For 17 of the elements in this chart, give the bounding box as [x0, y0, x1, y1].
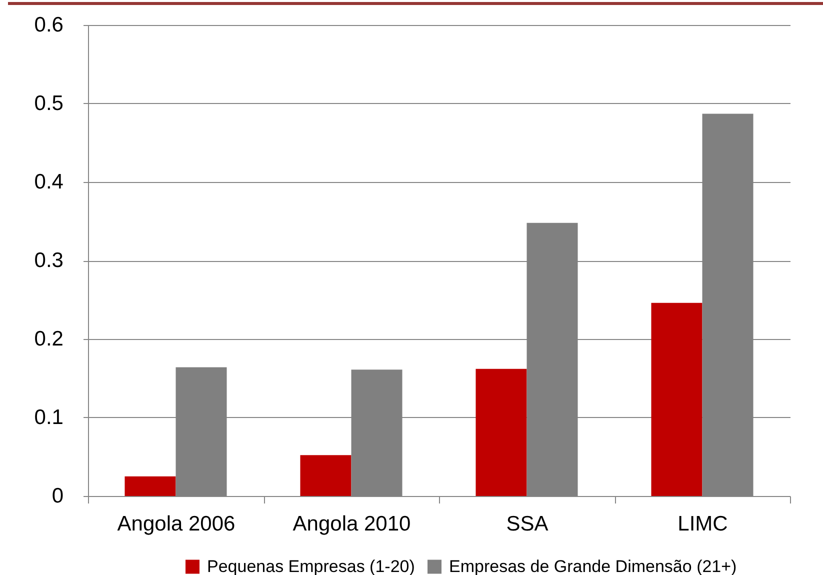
legend-label: Pequenas Empresas (1-20)	[207, 556, 415, 575]
y-tick-label: 0.1	[34, 406, 64, 429]
legend-label: Empresas de Grande Dimensão (21+)	[449, 556, 737, 575]
y-tick-label: 0.4	[34, 170, 64, 194]
x-tick-label: SSA	[506, 512, 548, 536]
y-tick-label: 0.5	[34, 92, 64, 115]
x-tick-label: Angola 2010	[292, 512, 411, 536]
x-tick-label: LIMC	[678, 512, 728, 536]
y-tick-label: 0.6	[34, 14, 64, 36]
x-tick-label: Angola 2006	[117, 512, 236, 536]
y-tick-label: 0	[52, 484, 64, 508]
y-tick-label: 0.3	[34, 249, 64, 272]
bar	[124, 476, 176, 496]
y-tick-label: 0.2	[34, 328, 64, 350]
bar	[651, 302, 702, 496]
bar	[300, 455, 352, 496]
bar	[476, 368, 527, 496]
